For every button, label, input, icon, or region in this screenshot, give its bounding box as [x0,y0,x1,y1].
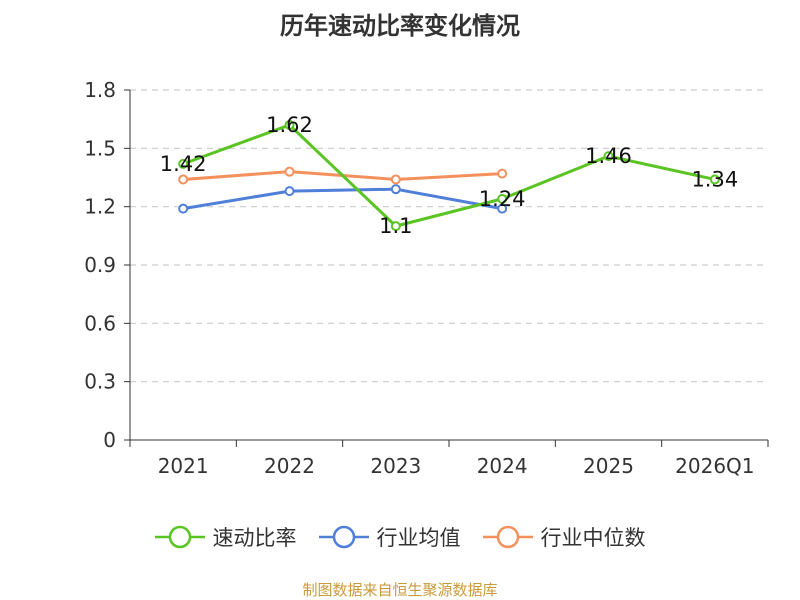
legend-label: 行业中位数 [540,526,646,550]
data-point[interactable] [390,184,401,195]
data-point[interactable] [178,174,189,185]
y-tick-label: 0.3 [84,370,116,394]
y-tick-label: 1.8 [84,78,116,102]
data-point[interactable] [390,174,401,185]
data-source-footer: 制图数据来自恒生聚源数据库 [302,581,498,599]
series-line-1 [182,187,503,211]
data-point[interactable] [709,174,720,185]
legend-label: 速动比率 [212,526,297,550]
legend-item[interactable]: 行业中位数 [482,522,646,552]
data-point[interactable] [497,193,508,204]
data-point[interactable] [178,158,189,169]
legend: 速动比率 行业均值 行业中位数 [0,519,800,555]
data-label: 1.34 [691,167,738,191]
series-line-0 [182,123,716,228]
data-point[interactable] [284,120,295,130]
data-point[interactable] [497,203,508,214]
legend-item[interactable]: 速动比率 [154,522,297,552]
y-tick-label: 1.5 [84,136,116,160]
y-tick-label: 0.6 [84,311,116,335]
y-tick-label: 1.2 [84,195,116,219]
x-tick-label: 2024 [477,454,528,478]
data-point[interactable] [284,186,295,197]
legend-label: 行业均值 [376,526,461,550]
data-label: 1.1 [379,214,412,238]
x-tick-label: 2021 [158,454,209,478]
x-tick-label: 2025 [583,454,634,478]
data-point[interactable] [178,203,189,214]
x-tick-label: 2026Q1 [675,454,754,478]
x-tick-label: 2022 [264,454,315,478]
data-label: 1.42 [160,152,207,176]
legend-item[interactable]: 行业均值 [318,522,461,552]
legend-marker-icon [482,525,533,549]
data-label: 1.24 [479,187,526,211]
legend-marker-icon [154,525,205,549]
data-label: 1.62 [266,113,313,137]
legend-marker-icon [318,525,369,549]
x-tick-label: 2023 [370,454,421,478]
chart-title: 历年速动比率变化情况 [280,12,520,40]
data-label: 1.46 [585,144,632,168]
data-point[interactable] [284,166,295,177]
data-point[interactable] [603,151,614,162]
data-point[interactable] [497,168,508,179]
y-tick-label: 0.9 [84,253,116,277]
data-point[interactable] [390,221,401,232]
y-tick-label: 0 [103,428,116,452]
